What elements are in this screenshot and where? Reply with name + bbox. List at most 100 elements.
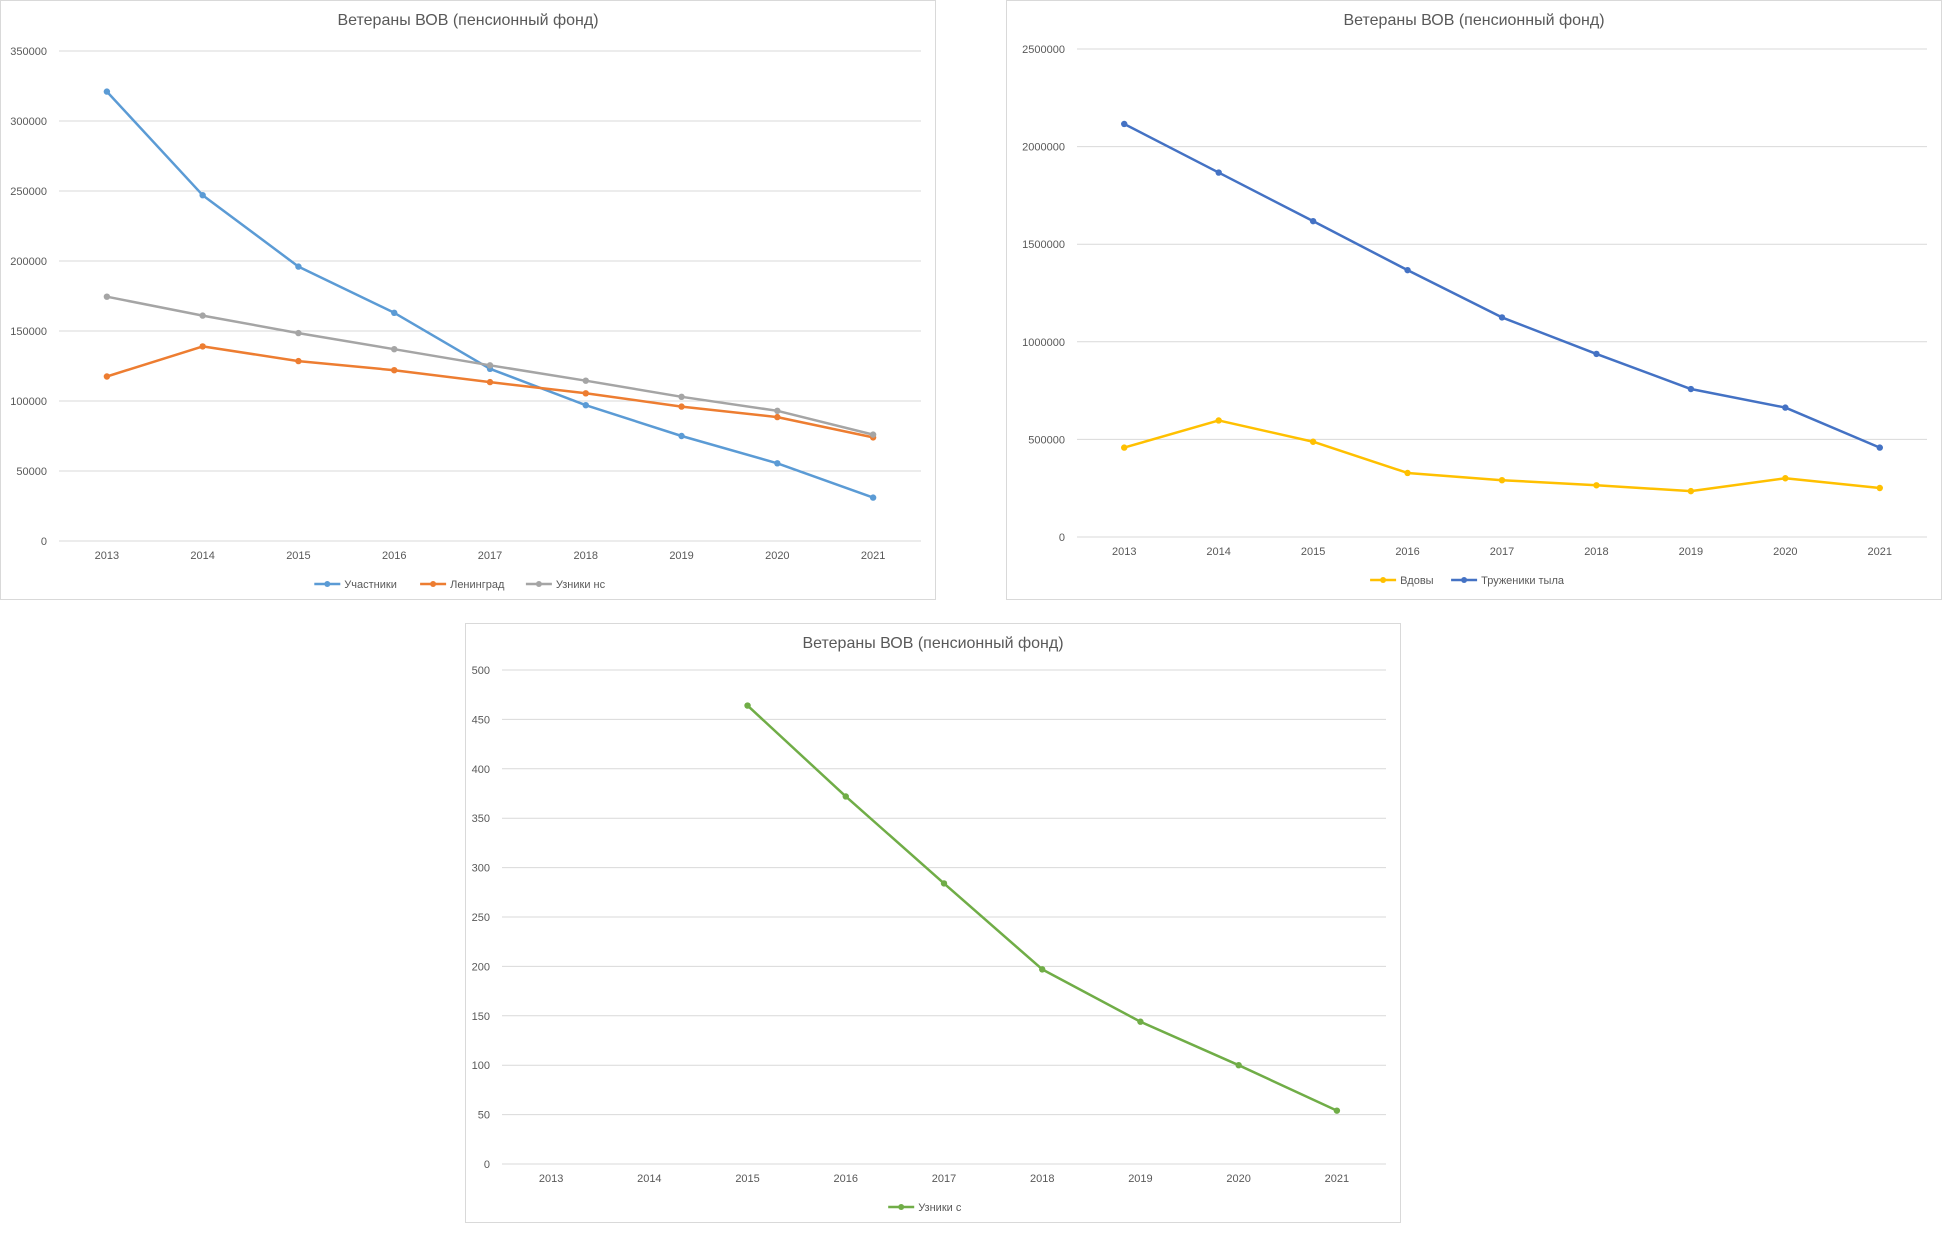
data-point <box>869 431 877 438</box>
chart-title: Ветераны ВОВ (пенсионный фонд) <box>1343 12 1604 29</box>
x-tick-label: 2021 <box>1868 546 1892 558</box>
data-point <box>199 312 206 319</box>
y-tick-label: 2000000 <box>1022 142 1065 154</box>
legend-item: Труженики тыла <box>1451 575 1565 587</box>
data-point <box>774 413 781 421</box>
legend-item: Вдовы <box>1370 575 1434 587</box>
data-point <box>103 373 111 380</box>
data-point <box>1782 475 1789 482</box>
legend-marker-icon <box>324 581 331 587</box>
data-point <box>774 460 781 467</box>
x-tick-label: 2018 <box>574 550 598 562</box>
data-point <box>391 367 398 374</box>
chart-title: Ветераны ВОВ (пенсионный фонд) <box>802 635 1063 652</box>
data-point <box>295 263 302 270</box>
x-tick-label: 2014 <box>190 550 214 562</box>
data-point <box>103 293 111 300</box>
legend-marker-icon <box>1461 577 1468 583</box>
y-tick-label: 250000 <box>10 186 47 198</box>
data-point <box>1498 314 1506 321</box>
data-point <box>869 494 877 501</box>
data-point <box>1333 1107 1341 1114</box>
legend-label: Участники <box>344 579 397 591</box>
legend-label: Вдовы <box>1400 575 1434 587</box>
y-tick-label: 100000 <box>10 396 47 408</box>
x-tick-label: 2016 <box>834 1173 858 1185</box>
y-tick-label: 150 <box>472 1011 490 1023</box>
data-point <box>774 407 781 414</box>
data-point <box>486 378 494 386</box>
data-point <box>391 346 398 353</box>
chart-svg: Ветераны ВОВ (пенсионный фонд) 0 500000 100… <box>1022 12 1927 587</box>
x-tick-label: 2016 <box>382 550 406 562</box>
data-point <box>842 793 849 800</box>
data-point <box>1121 120 1128 128</box>
x-tick-label: 2018 <box>1584 546 1608 558</box>
x-tick-label: 2019 <box>669 550 693 562</box>
data-point <box>678 393 685 400</box>
x-tick-label: 2015 <box>286 550 310 562</box>
y-tick-label: 0 <box>1059 532 1065 544</box>
chart-veterans-participants-leningrad-prisoners: Ветераны ВОВ (пенсионный фонд) 0 50000 1000… <box>0 0 936 600</box>
chart-svg: Ветераны ВОВ (пенсионный фонд) 0 50000 1000… <box>10 12 921 591</box>
legend-marker-icon <box>430 581 437 587</box>
data-point <box>391 309 398 316</box>
x-tick-label: 2019 <box>1128 1173 1152 1185</box>
data-point <box>1215 169 1222 176</box>
x-tick-label: 2015 <box>1301 546 1325 558</box>
data-point <box>1498 476 1506 484</box>
x-tick-label: 2016 <box>1395 546 1419 558</box>
data-point <box>295 329 302 337</box>
data-point <box>582 402 589 409</box>
y-tick-label: 500 <box>472 665 490 677</box>
data-point <box>1404 469 1411 477</box>
y-tick-label: 0 <box>41 536 47 548</box>
data-point <box>1235 1062 1242 1069</box>
x-tick-label: 2013 <box>1112 546 1136 558</box>
y-tick-label: 100 <box>472 1060 490 1072</box>
data-point <box>744 702 751 709</box>
x-tick-label: 2020 <box>1773 546 1797 558</box>
y-tick-label: 50 <box>478 1110 490 1122</box>
y-tick-label: 250 <box>472 912 490 924</box>
data-point <box>1137 1018 1144 1025</box>
series-line-1 <box>106 345 874 439</box>
x-tick-label: 2021 <box>1325 1173 1349 1185</box>
data-point <box>295 357 302 365</box>
x-tick-label: 2019 <box>1679 546 1703 558</box>
data-point <box>1593 482 1600 489</box>
y-tick-label: 200 <box>472 961 490 973</box>
chart-veterans-prisoners-c: Ветераны ВОВ (пенсионный фонд) 0 50 100 150 2… <box>465 623 1401 1223</box>
x-tick-label: 2013 <box>95 550 119 562</box>
data-point <box>940 880 948 887</box>
y-tick-label: 50000 <box>16 466 47 478</box>
legend-item: Узники с <box>888 1202 962 1214</box>
data-point <box>678 403 685 410</box>
y-tick-label: 200000 <box>10 256 47 268</box>
series-line-0 <box>105 90 874 499</box>
data-point <box>486 362 494 369</box>
y-tick-label: 1000000 <box>1022 337 1065 349</box>
y-tick-label: 1500000 <box>1022 239 1065 251</box>
data-point <box>582 390 589 397</box>
data-point <box>1687 385 1695 393</box>
data-point <box>1593 350 1600 358</box>
x-tick-label: 2021 <box>861 550 885 562</box>
y-tick-label: 400 <box>472 764 490 776</box>
series-line-1 <box>1123 122 1881 449</box>
legend-marker-icon <box>898 1204 905 1210</box>
legend-marker-icon <box>1380 577 1387 583</box>
data-point <box>1039 966 1046 973</box>
x-tick-label: 2014 <box>637 1173 661 1185</box>
data-point <box>1876 444 1883 451</box>
data-point <box>103 88 111 95</box>
legend-item: Участники <box>314 579 397 591</box>
data-point <box>678 432 685 440</box>
legend-label: Узники с <box>918 1202 962 1214</box>
y-tick-label: 150000 <box>10 326 47 338</box>
legend-marker-icon <box>535 581 542 587</box>
y-tick-label: 500000 <box>1028 434 1065 446</box>
data-point <box>1782 404 1789 411</box>
x-tick-label: 2018 <box>1030 1173 1054 1185</box>
x-tick-label: 2014 <box>1206 546 1230 558</box>
